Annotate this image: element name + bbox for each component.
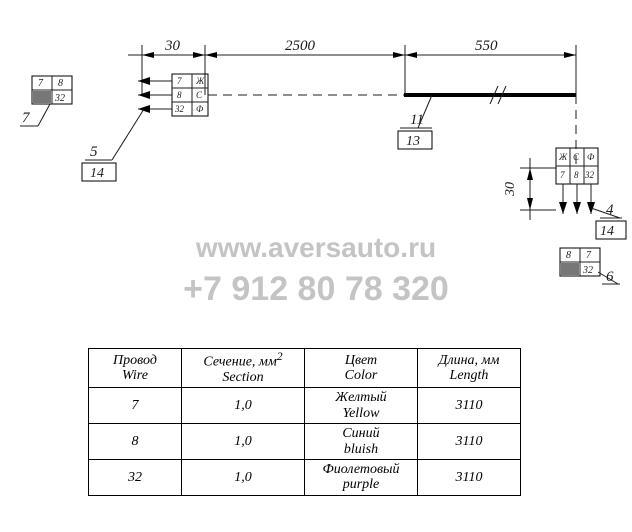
svg-text:32: 32 [54,93,65,104]
wire-table: ПроводWire Сечение, мм2Section ЦветColor… [88,348,521,496]
svg-text:8: 8 [58,78,63,89]
leader-4: 4 [606,202,614,218]
svg-text:8: 8 [574,170,579,180]
leader-5: 5 [90,144,98,160]
dim-b: 2500 [285,38,316,54]
svg-text:32: 32 [584,170,595,180]
leader-14a: 14 [90,166,104,181]
svg-text:7: 7 [177,76,182,86]
table-row: 8 1,0 Синийbluish 3110 [89,424,521,460]
svg-text:Ф: Ф [587,152,595,162]
svg-text:32: 32 [582,265,593,276]
svg-text:Ж: Ж [558,152,568,162]
connector-right-block: Ж С Ф 7 8 32 [556,148,598,184]
leader-7: 7 [22,110,31,126]
leader-14b: 14 [600,224,614,239]
svg-text:8: 8 [566,250,571,261]
th-length: Длина, ммLength [418,349,521,388]
th-wire: ПроводWire [89,349,182,388]
leader-13: 13 [406,134,420,149]
arrows-down [559,184,595,214]
svg-text:Ф: Ф [196,104,204,114]
svg-text:8: 8 [177,90,182,100]
svg-text:7: 7 [38,78,44,89]
svg-text:Ж: Ж [195,76,205,86]
connector-right-solo: 8 7 32 [560,248,600,276]
leader-6: 6 [606,269,614,285]
svg-text:С: С [196,90,203,100]
table-row: 32 1,0 Фиолетовыйpurple 3110 [89,460,521,496]
leader-11: 11 [410,112,424,128]
arrows-left [138,77,172,113]
dim-right-v: 30 [503,182,518,197]
dim-c: 550 [475,38,498,54]
th-section: Сечение, мм2Section [182,349,305,388]
svg-text:32: 32 [174,104,185,114]
connector-left-solo: 7 8 32 [32,76,72,104]
th-color: ЦветColor [305,349,418,388]
svg-text:7: 7 [586,250,592,261]
svg-text:7: 7 [560,170,565,180]
connector-left-block: 7 Ж 8 С 32 Ф [172,74,208,116]
svg-text:С: С [573,152,580,162]
dim-a: 30 [164,38,181,54]
table-row: 7 1,0 ЖелтыйYellow 3110 [89,388,521,424]
